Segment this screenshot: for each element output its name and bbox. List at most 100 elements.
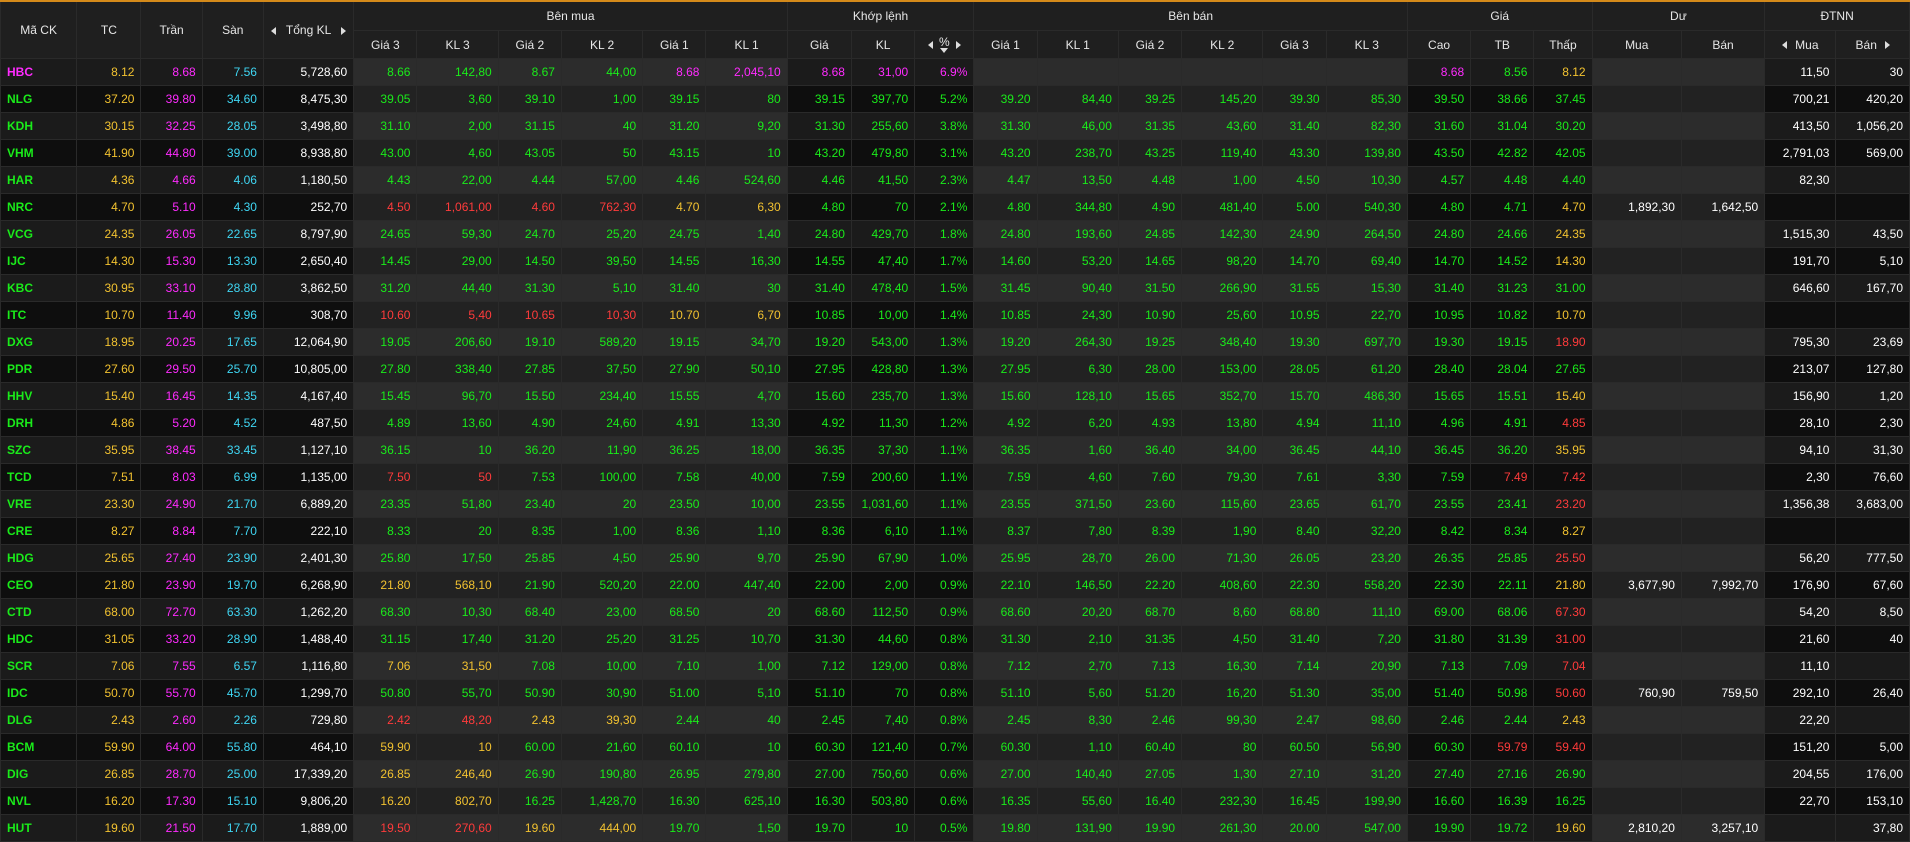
table-row[interactable]: HDG 25.65 27.40 23.90 2,401,30 25.80 17,50 25.8…	[0, 544, 1910, 572]
symbol-cell[interactable]: BCM	[0, 733, 78, 761]
ask-volume-1-header[interactable]: KL 1	[1036, 30, 1119, 59]
symbol-header[interactable]: Mã CK	[0, 0, 78, 59]
table-row[interactable]: SCR 7.06 7.55 6.57 1,116,80 7.06 31,50 7.08 10,0…	[0, 652, 1910, 680]
symbol-cell[interactable]: DXG	[0, 328, 78, 356]
table-row[interactable]: DRH 4.86 5.20 4.52 487,50 4.89 13,60 4.90 24,60 4…	[0, 409, 1910, 437]
table-row[interactable]: BCM 59.90 64.00 55.80 464,10 59.90 10 60.00 21,6…	[0, 733, 1910, 761]
table-row[interactable]: HDC 31.05 33.20 28.90 1,488,40 31.15 17,40 31.2…	[0, 625, 1910, 653]
toggle-right-icon[interactable]	[955, 40, 961, 49]
table-row[interactable]: VCG 24.35 26.05 22.65 8,797,90 24.65 59,30 24.7…	[0, 220, 1910, 248]
symbol-cell[interactable]: HAR	[0, 166, 78, 194]
symbol-cell[interactable]: HHV	[0, 382, 78, 410]
total-volume-header[interactable]: Tổng KL	[262, 0, 355, 59]
table-row[interactable]: IJC 14.30 15.30 13.30 2,650,40 14.45 29,00 14.5…	[0, 247, 1910, 275]
table-row[interactable]: NLG 37.20 39.80 34.60 8,475,30 39.05 3,60 39.10…	[0, 85, 1910, 113]
symbol-cell[interactable]: PDR	[0, 355, 78, 383]
foreign-sell-header[interactable]: Bán	[1835, 30, 1910, 59]
table-row[interactable]: NRC 4.70 5.10 4.30 252,70 4.50 1,061,00 4.60 762…	[0, 193, 1910, 221]
symbol-cell[interactable]: VHM	[0, 139, 78, 167]
symbol-cell[interactable]: IJC	[0, 247, 78, 275]
remain-buy-cell	[1591, 733, 1682, 761]
avg-price-header[interactable]: TB	[1470, 30, 1535, 59]
ask-volume-3-header[interactable]: KL 3	[1325, 30, 1408, 59]
table-row[interactable]: IDC 50.70 55.70 45.70 1,299,70 50.80 55,70 50.9…	[0, 679, 1910, 707]
table-row[interactable]: HBC 8.12 8.68 7.56 5,728,60 8.66 142,80 8.67 44,…	[0, 58, 1910, 86]
ceiling-price-header[interactable]: Trần	[140, 0, 203, 59]
bid-volume-2-cell: 234,40	[560, 382, 644, 410]
table-row[interactable]: KBC 30.95 33.10 28.80 3,862,50 31.20 44,40 31.3…	[0, 274, 1910, 302]
symbol-cell[interactable]: DLG	[0, 706, 78, 734]
table-row[interactable]: HHV 15.40 16.45 14.35 4,167,40 15.45 96,70 15.5…	[0, 382, 1910, 410]
symbol-cell[interactable]: NRC	[0, 193, 78, 221]
table-row[interactable]: TCD 7.51 8.03 6.99 1,135,00 7.50 50 7.53 100,00 7…	[0, 463, 1910, 491]
symbol-cell[interactable]: NVL	[0, 787, 78, 815]
symbol-cell[interactable]: SCR	[0, 652, 78, 680]
floor-price-header[interactable]: Sàn	[201, 0, 264, 59]
high-price-header[interactable]: Cao	[1406, 30, 1472, 59]
symbol-cell[interactable]: HDC	[0, 625, 78, 653]
table-row[interactable]: ITC 10.70 11.40 9.96 308,70 10.60 5,40 10.65 10,…	[0, 301, 1910, 329]
symbol-cell[interactable]: VRE	[0, 490, 78, 518]
foreign-buy-header[interactable]: Mua	[1764, 30, 1837, 59]
toggle-left-icon[interactable]	[927, 40, 933, 49]
symbol-cell[interactable]: HUT	[0, 814, 78, 842]
foreign-right-icon[interactable]	[1884, 41, 1890, 50]
symbol-cell[interactable]: KBC	[0, 274, 78, 302]
bid-volume-1-header[interactable]: KL 1	[705, 30, 788, 59]
table-row[interactable]: CEO 21.80 23.90 19.70 6,268,90 21.80 568,10 21.…	[0, 571, 1910, 599]
change-percent-cell: 1.5%	[914, 274, 975, 302]
bid-volume-2-header[interactable]: KL 2	[560, 30, 644, 59]
foreign-left-icon[interactable]	[1782, 41, 1788, 50]
symbol-cell[interactable]: ITC	[0, 301, 78, 329]
foreign-buy-cell: 795,30	[1764, 328, 1837, 356]
ask-volume-2-header[interactable]: KL 2	[1181, 30, 1264, 59]
table-row[interactable]: NVL 16.20 17.30 15.10 9,806,20 16.20 802,70 16.…	[0, 787, 1910, 815]
ask-price-3-header[interactable]: Giá 3	[1262, 30, 1327, 59]
ref-price-cell: 2.43	[76, 706, 142, 734]
symbol-cell[interactable]: IDC	[0, 679, 78, 707]
low-price-header[interactable]: Thấp	[1533, 30, 1593, 59]
table-row[interactable]: CRE 8.27 8.84 7.70 222,10 8.33 20 8.35 1,00 8.36 1…	[0, 517, 1910, 545]
ask-price-1-header[interactable]: Giá 1	[973, 30, 1038, 59]
symbol-cell[interactable]: DRH	[0, 409, 78, 437]
table-row[interactable]: SZC 35.95 38.45 33.45 1,127,10 36.15 10 36.20 11…	[0, 436, 1910, 464]
scroll-left-icon[interactable]	[270, 26, 276, 35]
symbol-cell[interactable]: CEO	[0, 571, 78, 599]
remain-sell-cell: 759,50	[1680, 679, 1766, 707]
symbol-cell[interactable]: HBC	[0, 58, 78, 86]
avg-price-cell: 4.48	[1470, 166, 1535, 194]
floor-price-cell: 63.30	[201, 598, 264, 626]
symbol-cell[interactable]: KDH	[0, 112, 78, 140]
table-row[interactable]: DLG 2.43 2.60 2.26 729,80 2.42 48,20 2.43 39,30 2…	[0, 706, 1910, 734]
change-percent-header[interactable]: %	[914, 30, 975, 59]
bid-price-1-header[interactable]: Giá 1	[642, 30, 707, 59]
bid-price-2-cell: 10.65	[497, 301, 562, 329]
symbol-cell[interactable]: CRE	[0, 517, 78, 545]
symbol-cell[interactable]: SZC	[0, 436, 78, 464]
bid-volume-3-header[interactable]: KL 3	[416, 30, 499, 59]
bid-price-2-header[interactable]: Giá 2	[497, 30, 562, 59]
scroll-right-icon[interactable]	[341, 26, 347, 35]
table-row[interactable]: VHM 41.90 44.80 39.00 8,938,80 43.00 4,60 43.05…	[0, 139, 1910, 167]
ref-price-header[interactable]: TC	[76, 0, 142, 59]
remain-buy-header[interactable]: Mua	[1591, 30, 1682, 59]
symbol-cell[interactable]: CTD	[0, 598, 78, 626]
ask-price-2-header[interactable]: Giá 2	[1117, 30, 1183, 59]
symbol-cell[interactable]: TCD	[0, 463, 78, 491]
symbol-cell[interactable]: VCG	[0, 220, 78, 248]
table-row[interactable]: HUT 19.60 21.50 17.70 1,889,00 19.50 270,60 19.…	[0, 814, 1910, 842]
match-price-header[interactable]: Giá	[786, 30, 852, 59]
symbol-cell[interactable]: HDG	[0, 544, 78, 572]
symbol-cell[interactable]: NLG	[0, 85, 78, 113]
match-volume-header[interactable]: KL	[850, 30, 916, 59]
table-row[interactable]: DIG 26.85 28.70 25.00 17,339,20 26.85 246,40 26…	[0, 760, 1910, 788]
symbol-cell[interactable]: DIG	[0, 760, 78, 788]
table-row[interactable]: VRE 23.30 24.90 21.70 6,889,20 23.35 51,80 23.4…	[0, 490, 1910, 518]
table-row[interactable]: PDR 27.60 29.50 25.70 10,805,00 27.80 338,40 27…	[0, 355, 1910, 383]
table-row[interactable]: DXG 18.95 20.25 17.65 12,064,90 19.05 206,60 19…	[0, 328, 1910, 356]
bid-price-3-header[interactable]: Giá 3	[353, 30, 418, 59]
table-row[interactable]: HAR 4.36 4.66 4.06 1,180,50 4.43 22,00 4.44 57,0…	[0, 166, 1910, 194]
table-row[interactable]: KDH 30.15 32.25 28.05 3,498,80 31.10 2,00 31.15…	[0, 112, 1910, 140]
table-row[interactable]: CTD 68.00 72.70 63.30 1,262,20 68.30 10,30 68.4…	[0, 598, 1910, 626]
remain-sell-header[interactable]: Bán	[1680, 30, 1766, 59]
